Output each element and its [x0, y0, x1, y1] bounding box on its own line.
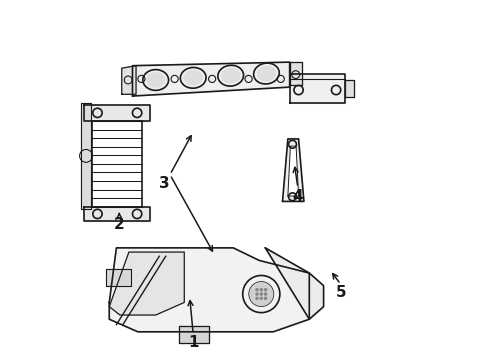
Ellipse shape [146, 72, 166, 88]
Circle shape [265, 297, 267, 300]
Circle shape [260, 289, 262, 291]
Polygon shape [122, 66, 136, 94]
Ellipse shape [183, 70, 203, 86]
Ellipse shape [257, 66, 276, 81]
Polygon shape [288, 146, 298, 196]
Polygon shape [290, 74, 345, 103]
Circle shape [256, 289, 258, 291]
Polygon shape [132, 62, 290, 96]
Text: 1: 1 [188, 335, 198, 350]
Polygon shape [84, 207, 150, 221]
Circle shape [256, 293, 258, 295]
Circle shape [256, 297, 258, 300]
Polygon shape [109, 248, 309, 332]
Polygon shape [81, 103, 92, 208]
Polygon shape [106, 269, 131, 285]
Polygon shape [290, 62, 302, 85]
Polygon shape [84, 105, 150, 121]
Text: 3: 3 [159, 176, 170, 191]
Ellipse shape [221, 68, 241, 84]
Circle shape [260, 293, 262, 295]
Text: 2: 2 [114, 217, 124, 232]
Polygon shape [265, 248, 323, 319]
Polygon shape [283, 139, 304, 202]
Text: 4: 4 [293, 189, 303, 203]
Circle shape [260, 297, 262, 300]
Polygon shape [109, 252, 184, 315]
Circle shape [249, 282, 274, 307]
Polygon shape [345, 80, 354, 97]
Polygon shape [179, 327, 209, 342]
Circle shape [265, 293, 267, 295]
Circle shape [265, 289, 267, 291]
Text: 5: 5 [336, 285, 346, 300]
